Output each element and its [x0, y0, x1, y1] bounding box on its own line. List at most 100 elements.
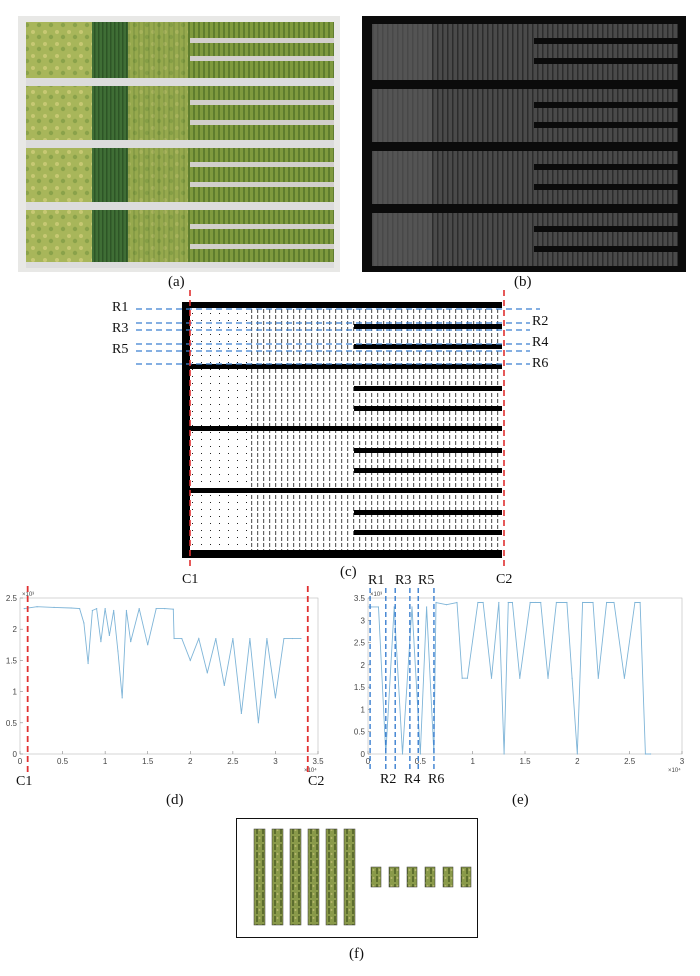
- data-point: [155, 608, 157, 610]
- data-point: [490, 677, 493, 679]
- data-point: [613, 601, 615, 604]
- data-point: [215, 637, 217, 640]
- data-point: [240, 712, 242, 715]
- y-exponent: ×10³: [370, 592, 382, 598]
- data-point: [223, 684, 225, 686]
- x-tick-label: 1: [470, 757, 475, 766]
- data-point: [36, 606, 38, 608]
- data-point: [138, 608, 140, 610]
- data-point: [104, 608, 106, 610]
- plot-e-top-r3: R3: [395, 573, 412, 588]
- data-point: [401, 753, 404, 755]
- x-exponent: ×10⁴: [304, 767, 317, 772]
- data-point: [435, 601, 437, 604]
- x-tick-label: 2: [575, 757, 580, 766]
- plot-frame: [367, 597, 683, 755]
- x-tick-label: 0: [18, 757, 23, 766]
- data-point: [571, 677, 573, 679]
- panel-f-cropped-plots: [236, 818, 478, 938]
- data-point: [592, 601, 594, 604]
- caption-c: (c): [340, 564, 357, 580]
- data-point: [147, 644, 149, 646]
- data-point: [70, 607, 72, 609]
- y-tick-label: 1.5: [354, 683, 366, 692]
- data-point: [300, 637, 302, 640]
- data-point: [411, 606, 413, 608]
- data-point: [426, 606, 428, 608]
- panel-b-gray-image: [362, 16, 686, 272]
- y-tick-label: 1: [361, 705, 366, 714]
- data-point: [519, 677, 521, 679]
- row-label-r3: R3: [112, 321, 129, 336]
- x-tick-label: 3.5: [312, 757, 324, 766]
- y-tick-label: 1: [13, 688, 18, 697]
- caption-b: (b): [514, 274, 532, 290]
- data-point: [257, 722, 259, 724]
- data-point: [393, 606, 395, 608]
- y-tick-label: 0: [13, 750, 18, 759]
- data-point: [189, 659, 191, 661]
- data-point: [650, 753, 652, 755]
- data-point: [79, 608, 81, 610]
- column-guide-lines: [189, 290, 505, 570]
- series-line-0: [24, 606, 301, 723]
- chart-d: 0 0.5 1 1.5 2 2.5 3 3.5 0 0.5 1 1.5 2 2.5 ×10⁴ ×10³: [6, 586, 324, 772]
- data-point: [130, 641, 132, 643]
- plot-d-label-c2: C2: [308, 774, 325, 789]
- data-point: [87, 662, 89, 665]
- x-tick-label: 1.5: [142, 757, 154, 766]
- x-tick-label: 1: [103, 757, 108, 766]
- data-point: [283, 637, 285, 640]
- caption-d: (d): [166, 792, 184, 808]
- data-point: [547, 677, 549, 679]
- data-point: [274, 697, 277, 699]
- plot-e-top-r1: R1: [368, 573, 385, 588]
- x-exponent: ×10⁴: [668, 767, 681, 772]
- data-point: [644, 753, 646, 755]
- y-tick-label: 0: [361, 750, 366, 759]
- data-point: [540, 601, 542, 604]
- y-tick-label: 0.5: [354, 728, 366, 737]
- data-point: [23, 608, 25, 610]
- data-point: [53, 606, 55, 608]
- y-tick-label: 2.5: [6, 594, 18, 603]
- data-point: [291, 637, 294, 640]
- col-label-c1: C1: [182, 572, 199, 587]
- binary-field-image: [136, 290, 540, 570]
- plot-e-top-r5: R5: [418, 573, 435, 588]
- data-point: [456, 601, 458, 604]
- grayscale-field-image: [362, 16, 686, 272]
- data-point: [534, 601, 537, 604]
- data-point: [108, 634, 110, 637]
- x-tick-label: 0.5: [57, 757, 69, 766]
- y-tick-label: 0.5: [6, 719, 18, 728]
- data-point: [96, 608, 98, 610]
- caption-e: (e): [512, 792, 529, 808]
- data-point: [597, 677, 599, 679]
- y-tick-label: 3.5: [354, 594, 366, 603]
- data-point: [206, 672, 208, 674]
- data-point: [498, 601, 500, 604]
- chart-e: 0 0.5 1 1.5 2 2.5 3 0 0.5 1 1.5 2 2.5 3 3.5 ×10⁴ ×10³: [354, 588, 685, 772]
- data-point: [249, 637, 251, 640]
- data-point: [385, 753, 387, 755]
- data-point: [181, 637, 183, 640]
- x-tick-label: 3: [273, 757, 278, 766]
- x-tick-label: 2.5: [227, 757, 239, 766]
- data-point: [555, 601, 557, 604]
- rgb-field-image: [18, 16, 340, 272]
- panel-a-rgb-image: [18, 16, 340, 272]
- panel-d-column-profile: 0 0.5 1 1.5 2 2.5 3 3.5 0 0.5 1 1.5 2 2.5 ×10⁴ ×10³: [0, 586, 340, 772]
- data-point: [566, 601, 568, 604]
- x-tick-label: 3: [680, 757, 685, 766]
- x-tick-label: 2: [188, 757, 193, 766]
- x-tick-label: 1.5: [519, 757, 531, 766]
- plot-d-label-c1: C1: [16, 774, 33, 789]
- cropped-plot-tiles: [253, 828, 472, 926]
- caption-f: (f): [349, 946, 364, 962]
- row-label-r1: R1: [112, 300, 129, 315]
- y-tick-label: 1.5: [6, 656, 18, 665]
- data-point: [173, 637, 175, 640]
- row-label-r4: R4: [532, 335, 549, 350]
- row-label-r6: R6: [532, 356, 549, 371]
